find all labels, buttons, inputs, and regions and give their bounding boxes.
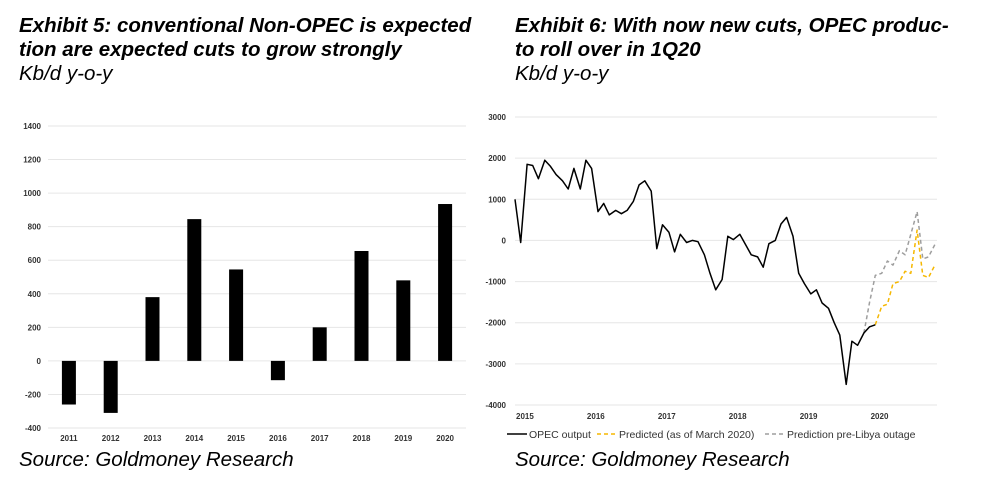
- bar-y-tick-label: 0: [37, 357, 42, 366]
- line-x-tick-label: 2018: [729, 412, 747, 421]
- line-y-tick-label: 2000: [488, 154, 506, 163]
- line-y-tick-label: 3000: [488, 113, 506, 122]
- exhibit-6-title-line2: to roll over in 1Q20: [515, 38, 701, 61]
- bar-x-tick-label: 2012: [102, 434, 120, 443]
- bar: [438, 204, 453, 361]
- line-x-tick-label: 2019: [800, 412, 818, 421]
- bar: [229, 269, 244, 361]
- line-x-tick-label: 2017: [658, 412, 676, 421]
- line-y-tick-label: 0: [502, 236, 507, 245]
- line-y-tick-label: -1000: [486, 278, 507, 287]
- bar-y-tick-label: 400: [28, 290, 42, 299]
- bar-x-tick-label: 2018: [353, 434, 371, 443]
- legend-label: Predicted (as of March 2020): [619, 429, 754, 441]
- bar-x-tick-label: 2015: [227, 434, 245, 443]
- line-x-tick-label: 2016: [587, 412, 605, 421]
- bar-y-tick-label: 1400: [23, 122, 41, 131]
- bar-y-tick-label: 200: [28, 323, 42, 332]
- legend-label: OPEC output: [529, 429, 591, 441]
- bar-y-tick-label: 1000: [23, 189, 41, 198]
- exhibit-5-subtitle: Kb/d y-o-y: [19, 62, 113, 85]
- exhibit-5-source: Source: Goldmoney Research: [19, 448, 294, 471]
- bar-x-tick-label: 2020: [436, 434, 454, 443]
- line-y-tick-label: -2000: [486, 319, 507, 328]
- line-x-tick-label: 2015: [516, 412, 534, 421]
- bar: [396, 280, 411, 361]
- bar: [145, 297, 160, 361]
- line-series-1: [874, 229, 936, 326]
- exhibit-5-title-line2: tion are expected cuts to grow strongly: [19, 38, 402, 61]
- line-series-0: [514, 159, 876, 386]
- line-x-tick-label: 2020: [871, 412, 889, 421]
- bar-x-tick-label: 2017: [311, 434, 329, 443]
- bar-y-tick-label: 800: [28, 223, 42, 232]
- bar: [103, 360, 118, 413]
- line-y-tick-label: 1000: [488, 195, 506, 204]
- bar-y-tick-label: -200: [25, 390, 42, 399]
- line-chart: -4000 -3000 -2000 -1000 0 1000 2000 3000 2015 201…: [486, 113, 937, 441]
- bar-x-tick-label: 2014: [185, 434, 203, 443]
- exhibit-6-source: Source: Goldmoney Research: [515, 448, 790, 471]
- line-y-tick-label: -4000: [486, 401, 507, 410]
- bar-x-tick-label: 2016: [269, 434, 287, 443]
- exhibit-6-subtitle: Kb/d y-o-y: [515, 62, 609, 85]
- bar: [270, 360, 285, 381]
- bar-x-tick-label: 2011: [60, 434, 78, 443]
- bar-y-tick-label: 600: [28, 256, 42, 265]
- bar-y-tick-label: -400: [25, 424, 42, 433]
- bar: [187, 219, 202, 361]
- exhibit-5-title-line1: Exhibit 5: conventional Non-OPEC is expe…: [19, 14, 472, 37]
- bar: [354, 250, 369, 361]
- bar: [312, 327, 327, 361]
- line-series-2: [863, 210, 936, 334]
- bar-x-tick-label: 2019: [394, 434, 412, 443]
- bar-chart: -400 -200 0 200 400 600 800 1000 1200 1400 2011 201…: [23, 122, 466, 443]
- bar-y-tick-label: 1200: [23, 156, 41, 165]
- exhibit-6-title-line1: Exhibit 6: With now new cuts, OPEC produ…: [515, 14, 949, 37]
- bar-x-tick-label: 2013: [144, 434, 162, 443]
- line-y-tick-label: -3000: [486, 360, 507, 369]
- legend-label: Prediction pre-Libya outage: [787, 429, 916, 441]
- bar: [61, 360, 76, 405]
